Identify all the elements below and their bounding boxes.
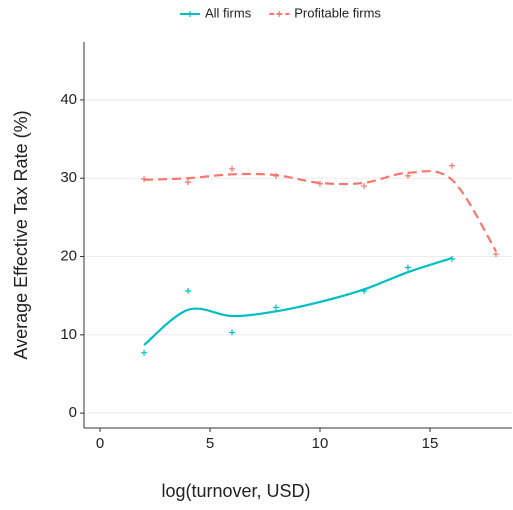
data-point: [185, 287, 192, 294]
legend-label: Profitable firms: [294, 5, 381, 20]
y-tick-label: 0: [69, 404, 77, 421]
legend-label: All firms: [205, 5, 252, 20]
y-tick-label: 40: [60, 91, 77, 108]
data-point: [141, 349, 148, 356]
legend-key-marker: [276, 11, 283, 17]
data-point: [316, 180, 323, 187]
x-tick-label: 10: [312, 435, 329, 452]
data-point: [404, 172, 411, 179]
legend-key-marker: [187, 11, 193, 17]
data-point: [229, 165, 236, 172]
data-point: [273, 304, 280, 311]
data-point: [360, 287, 367, 294]
x-axis-title: log(turnover, USD): [161, 481, 310, 501]
data-point: [141, 176, 148, 183]
data-point: [404, 264, 411, 271]
y-axis-title: Average Effective Tax Rate (%): [11, 110, 31, 359]
y-tick-label: 20: [60, 248, 77, 265]
y-tick-label: 10: [60, 326, 77, 343]
data-point: [229, 329, 236, 336]
trend-line: [143, 257, 453, 346]
x-tick-label: 5: [206, 435, 214, 452]
data-point: [273, 172, 280, 179]
data-point: [492, 251, 499, 258]
data-point: [185, 179, 192, 186]
x-tick-label: 15: [422, 435, 439, 452]
data-point: [360, 183, 367, 190]
data-point: [448, 255, 455, 262]
y-tick-label: 30: [60, 169, 77, 186]
x-tick-label: 0: [96, 435, 104, 452]
data-point: [448, 162, 455, 169]
